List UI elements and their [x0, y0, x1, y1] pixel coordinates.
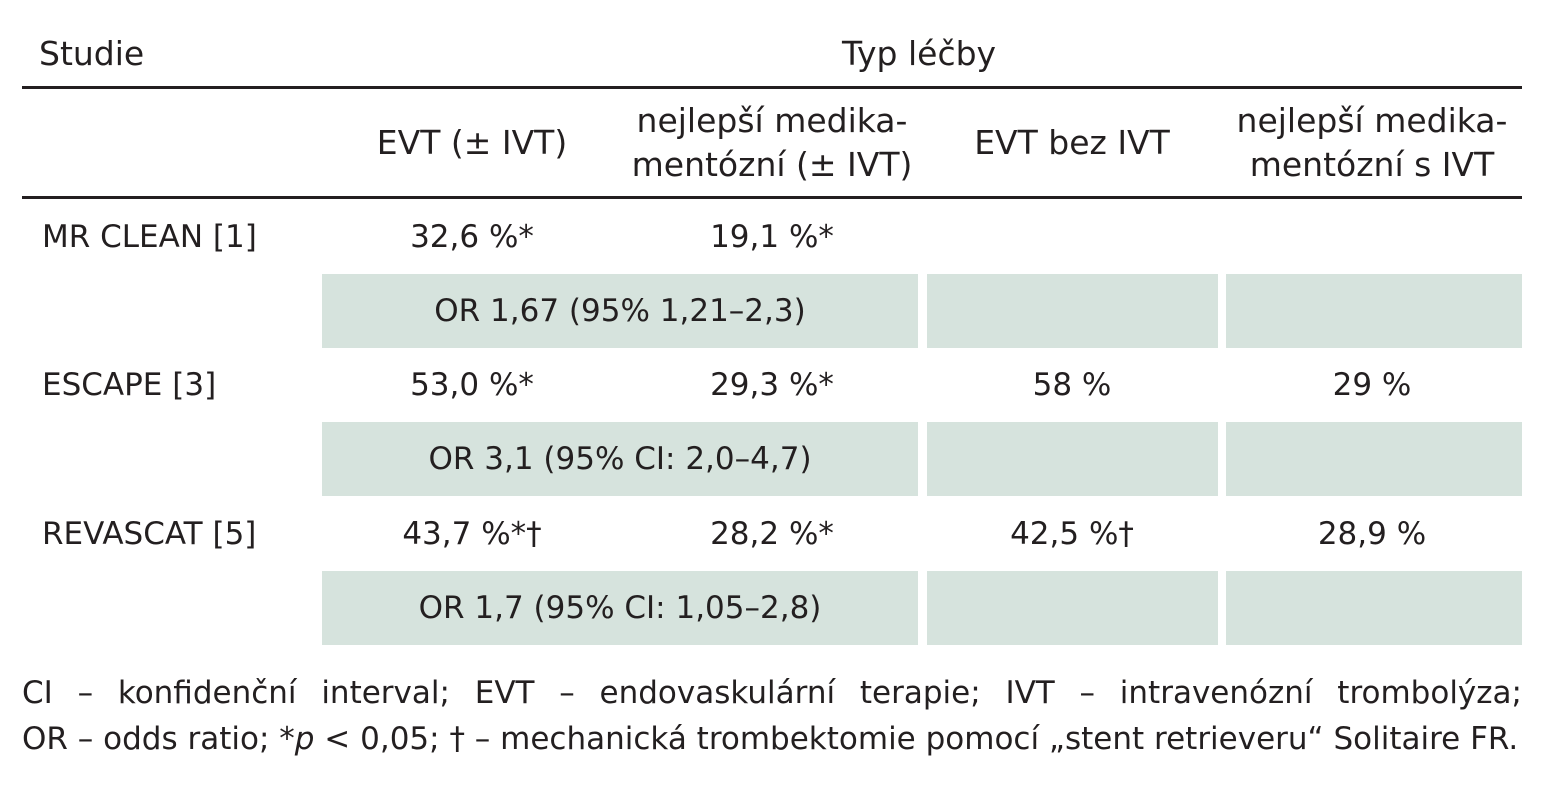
or-row: OR 1,7 (95% CI: 1,05–2,8): [22, 571, 1522, 645]
col-header-evt-no-ivt: EVT bez IVT: [922, 121, 1222, 165]
table-row: ESCAPE [3] 53,0 %* 29,3 %* 58 % 29 %: [22, 348, 1522, 422]
col-header-evt-no-ivt-text: EVT bez IVT: [974, 123, 1170, 162]
header-treatment-type: Typ léčby: [842, 34, 997, 73]
col-header-evt: EVT (± IVT): [322, 121, 622, 165]
odds-ratio: OR 1,7 (95% CI: 1,05–2,8): [418, 590, 822, 626]
table-header: Studie Typ léčby: [22, 0, 1522, 86]
footnote-line-2-a: OR – odds ratio; *: [22, 721, 295, 757]
study-name: REVASCAT [5]: [42, 516, 257, 552]
evt-no-ivt-value: 58 %: [1032, 367, 1112, 403]
table-footnote: CI – konfidenční interval; EVT – endovas…: [22, 670, 1522, 762]
odds-ratio: OR 1,67 (95% 1,21–2,3): [434, 293, 806, 329]
empty-shade: [1226, 571, 1522, 645]
or-shade: [322, 274, 918, 348]
best-med-value: 28,2 %*: [710, 516, 834, 552]
footnote-line-2-b: < 0,05; † – mechanická trombektomie pomo…: [314, 721, 1519, 757]
empty-shade: [927, 571, 1218, 645]
footnote-p-symbol: p: [294, 721, 315, 757]
best-med-ivt-value: 29 %: [1332, 367, 1412, 403]
empty-shade: [1226, 274, 1522, 348]
best-med-ivt-value: 28,9 %: [1317, 516, 1427, 552]
evt-value: 43,7 %*†: [402, 516, 542, 552]
best-med-value: 19,1 %*: [710, 219, 834, 255]
study-name: ESCAPE [3]: [42, 367, 217, 403]
empty-shade: [1226, 422, 1522, 496]
header-study: Studie: [39, 34, 145, 73]
column-headers: EVT (± IVT) nejlepší medika- mentózní (±…: [22, 89, 1522, 196]
col-header-best-med: nejlepší medika- mentózní (± IVT): [622, 99, 922, 187]
top-rule: [22, 86, 1522, 89]
table-row: MR CLEAN [1] 32,6 %* 19,1 %*: [22, 200, 1522, 274]
col-header-best-med-ivt: nejlepší medika- mentózní s IVT: [1222, 99, 1522, 187]
col-header-best-med-ivt-line1: nejlepší medika-: [1236, 101, 1508, 140]
or-row: OR 1,67 (95% 1,21–2,3): [22, 274, 1522, 348]
empty-shade: [927, 274, 1218, 348]
odds-ratio: OR 3,1 (95% CI: 2,0–4,7): [428, 441, 812, 477]
col-header-evt-text: EVT (± IVT): [376, 123, 568, 162]
study-name: MR CLEAN [1]: [42, 219, 257, 255]
col-header-best-med-ivt-line2: mentózní s IVT: [1249, 145, 1495, 184]
footnote-line-2: OR – odds ratio; *p < 0,05; † – mechanic…: [22, 716, 1522, 762]
evt-no-ivt-value: 42,5 %†: [1010, 516, 1134, 552]
table-row: REVASCAT [5] 43,7 %*† 28,2 %* 42,5 %† 28…: [22, 497, 1522, 571]
evt-value: 32,6 %*: [410, 219, 534, 255]
col-header-best-med-line2: mentózní (± IVT): [631, 145, 913, 184]
header-rule: [22, 196, 1522, 199]
results-table: Studie Typ léčby EVT (± IVT) nejlepší me…: [22, 0, 1522, 645]
or-shade: [322, 571, 918, 645]
evt-value: 53,0 %*: [410, 367, 534, 403]
or-row: OR 3,1 (95% CI: 2,0–4,7): [22, 422, 1522, 496]
footnote-line-1: CI – konfidenční interval; EVT – endovas…: [22, 675, 1522, 711]
col-header-best-med-line1: nejlepší medika-: [636, 101, 908, 140]
best-med-value: 29,3 %*: [710, 367, 834, 403]
or-shade: [322, 422, 918, 496]
empty-shade: [927, 422, 1218, 496]
